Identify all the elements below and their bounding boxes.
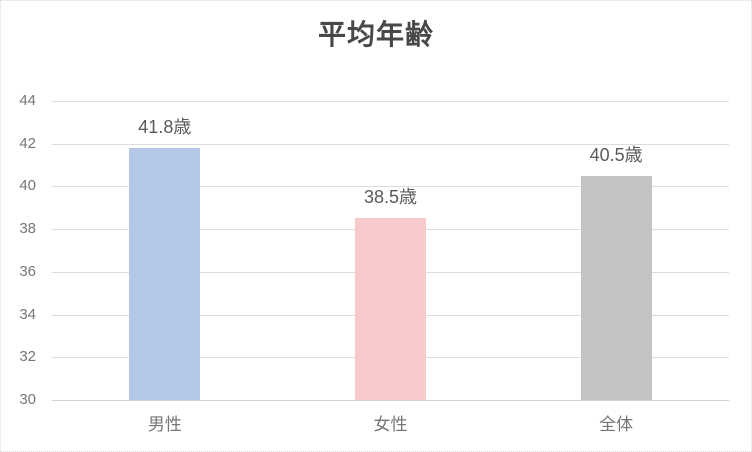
gridline [52,186,729,188]
y-tick-label: 40 [19,177,36,195]
gridline [52,143,729,145]
y-tick-label: 42 [19,134,36,152]
x-axis-label: 女性 [373,415,408,434]
y-tick-label: 32 [19,348,36,366]
y-tick-label: 30 [19,391,36,408]
y-tick-label: 36 [19,262,36,280]
bar-全体 [580,175,652,400]
bar-女性 [355,218,426,400]
y-tick-label: 44 [19,92,36,109]
bar-value-label: 40.5歳 [589,144,643,165]
bar-男性 [129,148,201,400]
chart-title: 平均年齢 [317,19,434,50]
x-axis-label: 男性 [147,415,182,434]
bar-value-label: 41.8歳 [138,116,192,137]
plot-area: 30 32 34 36 38 40 42 44 41.8歳男性 38.5歳女性 40.5歳全体 [19,92,729,434]
gridline [52,101,729,102]
y-tick-label: 38 [19,220,36,238]
bar-value-label: 38.5歳 [363,187,418,208]
x-axis-line [52,400,729,401]
x-axis-label: 全体 [599,415,634,434]
y-tick-label: 34 [19,305,36,323]
